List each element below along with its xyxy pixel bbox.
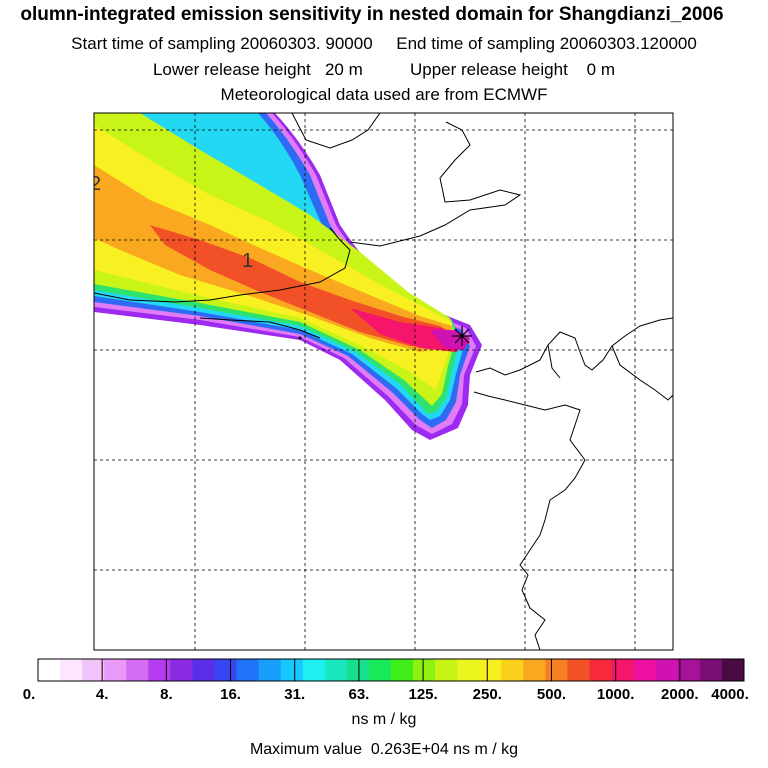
colorbar-cell — [501, 659, 524, 681]
colorbar-cell — [391, 659, 414, 681]
colorbar-cell — [258, 659, 282, 681]
colorbar-tick-label: 500. — [536, 686, 567, 703]
colorbar-cell — [126, 659, 149, 681]
contour-label-1: 1 — [242, 250, 253, 272]
colorbar-tick-label: 0. — [22, 686, 36, 703]
colorbar-cell — [324, 659, 348, 681]
colorbar-tick-label: 2000. — [661, 686, 699, 703]
colorbar-cell — [699, 659, 723, 681]
colorbar-tick-label: 16. — [220, 686, 241, 703]
met-data-line: Meteorological data used are from ECMWF — [220, 85, 548, 104]
colorbar-cell — [479, 659, 502, 681]
colorbar-cell — [82, 659, 105, 681]
colorbar-units: ns m / kg — [351, 711, 417, 728]
colorbar-tick-label: 4000. — [711, 686, 749, 703]
maximum-value: Maximum value 0.263E+04 ns m / kg — [249, 741, 519, 758]
plot-title: olumn-integrated emission sensitivity in… — [20, 4, 724, 25]
colorbar-tick-label: 8. — [160, 686, 173, 703]
colorbar-cell — [413, 659, 436, 681]
contour-label-2: 2 — [90, 173, 101, 195]
colorbar-cell — [214, 659, 238, 681]
colorbar-cell — [192, 659, 215, 681]
colorbar-cell — [721, 659, 745, 681]
colorbar-cell — [280, 659, 304, 681]
colorbar-cell — [346, 659, 370, 681]
colorbar-cell — [611, 659, 635, 681]
colorbar-cell — [60, 659, 83, 681]
sampling-time-line: Start time of sampling 20060303. 90000 E… — [71, 34, 697, 53]
colorbar-cell — [435, 659, 458, 681]
colorbar-cell — [523, 659, 546, 681]
colorbar-cell — [170, 659, 193, 681]
release-height-line: Lower release height 20 m Upper release … — [152, 60, 616, 79]
colorbar-tick-label: 31. — [284, 686, 306, 703]
colorbar-cell — [38, 659, 61, 681]
colorbar-cell — [567, 659, 591, 681]
colorbar-cell — [368, 659, 392, 681]
colorbar-cell — [457, 659, 480, 681]
colorbar-cell — [104, 659, 127, 681]
colorbar-cell — [236, 659, 260, 681]
colorbar-tick-label: 250. — [472, 686, 502, 703]
colorbar-cell — [148, 659, 171, 681]
emission-plume: 2 1 — [90, 113, 673, 650]
colorbar-cell — [655, 659, 679, 681]
colorbar-tick-label: 125. — [408, 686, 438, 703]
colorbar-tick-label: 1000. — [596, 686, 635, 703]
colorbar-cell — [545, 659, 568, 681]
colorbar-tick-label: 4. — [95, 686, 109, 703]
colorbar-tick-label: 63. — [348, 686, 370, 703]
colorbar-cell — [677, 659, 701, 681]
colorbar-cell — [589, 659, 613, 681]
receptor-star-marker — [452, 326, 472, 346]
colorbar-cell — [302, 659, 326, 681]
colorbar-cell — [633, 659, 657, 681]
